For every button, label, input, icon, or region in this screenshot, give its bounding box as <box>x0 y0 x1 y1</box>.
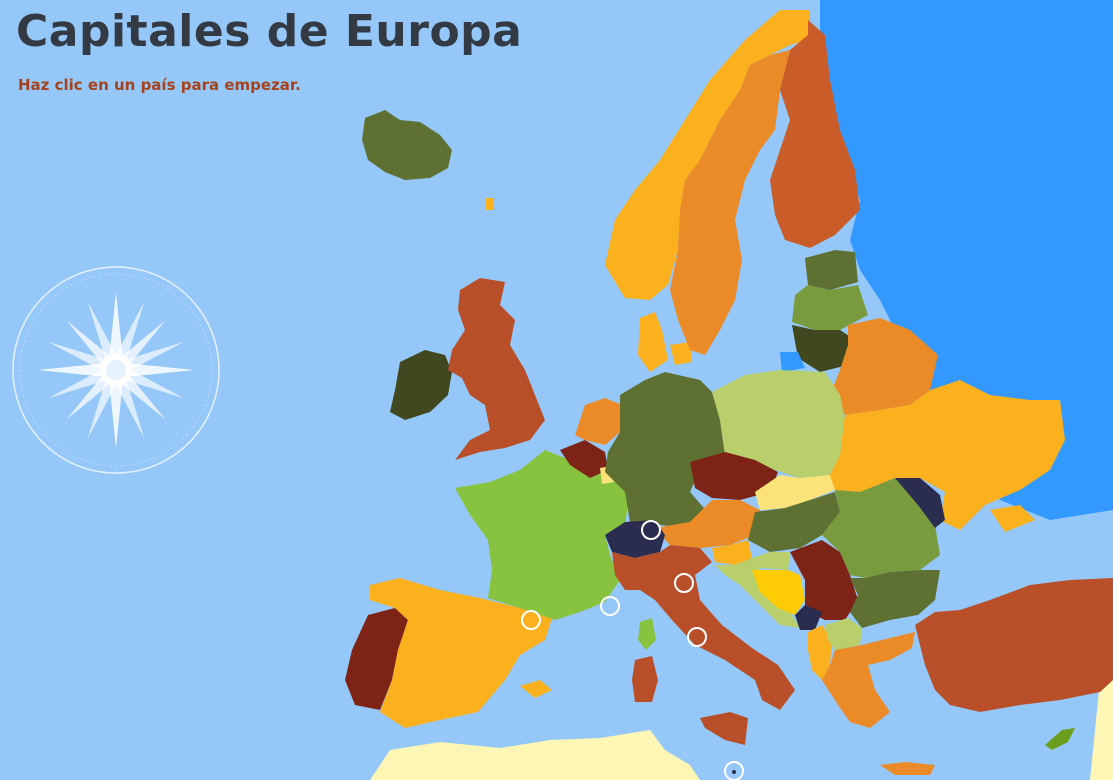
country-greece[interactable] <box>822 632 915 728</box>
country-albania[interactable] <box>808 625 832 680</box>
country-denmark[interactable] <box>638 312 668 372</box>
country-sardinia[interactable] <box>632 656 658 702</box>
country-iceland[interactable] <box>362 110 452 180</box>
microstate-marker-malta[interactable] <box>724 761 744 780</box>
country-slovakia[interactable] <box>755 475 835 510</box>
microstate-marker-monaco[interactable] <box>600 596 620 616</box>
country-sweden[interactable] <box>670 50 790 355</box>
country-balearic[interactable] <box>520 680 552 698</box>
country-moldova[interactable] <box>895 478 945 528</box>
country-montenegro[interactable] <box>795 605 822 630</box>
country-ukraine[interactable] <box>830 380 1065 530</box>
microstate-marker-liechtenstein[interactable] <box>641 520 661 540</box>
country-croatia[interactable] <box>715 552 800 628</box>
country-estonia[interactable] <box>805 250 858 290</box>
country-latvia[interactable] <box>792 285 868 330</box>
microstate-marker-andorra[interactable] <box>521 610 541 630</box>
country-bosnia[interactable] <box>752 570 805 615</box>
malta-island <box>732 770 736 774</box>
outer-sea-east <box>820 0 1113 520</box>
microstate-marker-vatican[interactable] <box>687 627 707 647</box>
country-france[interactable] <box>455 450 630 620</box>
country-romania[interactable] <box>822 478 940 578</box>
country-netherlands[interactable] <box>575 398 622 445</box>
country-faroe[interactable] <box>486 198 494 210</box>
country-spain[interactable] <box>370 578 552 728</box>
country-switzerland[interactable] <box>605 520 665 558</box>
country-serbia[interactable] <box>790 540 858 620</box>
country-bulgaria[interactable] <box>850 570 940 628</box>
country-portugal[interactable] <box>345 608 408 710</box>
country-turkey[interactable] <box>915 578 1113 712</box>
country-denmark-islands[interactable] <box>670 342 692 365</box>
compass-rose-icon <box>12 266 220 474</box>
country-ireland[interactable] <box>390 350 452 420</box>
country-norway[interactable] <box>605 10 810 300</box>
country-finland[interactable] <box>770 20 860 248</box>
page-title: Capitales de Europa <box>16 6 523 57</box>
country-united-kingdom[interactable] <box>448 278 545 460</box>
country-hungary[interactable] <box>748 492 840 552</box>
country-lithuania[interactable] <box>792 325 855 372</box>
north-africa <box>370 730 700 780</box>
country-ukraine-crimea[interactable] <box>990 505 1035 532</box>
country-corsica[interactable] <box>638 618 656 650</box>
country-crete[interactable] <box>880 762 935 775</box>
country-sicily[interactable] <box>700 712 748 745</box>
country-germany[interactable] <box>605 372 725 528</box>
country-italy[interactable] <box>612 545 795 710</box>
country-austria[interactable] <box>655 500 760 548</box>
country-belgium[interactable] <box>560 440 608 478</box>
country-poland[interactable] <box>712 370 845 478</box>
country-czech-republic[interactable] <box>690 452 778 500</box>
country-cyprus[interactable] <box>1045 728 1075 750</box>
country-slovenia[interactable] <box>712 540 752 565</box>
country-belarus[interactable] <box>830 318 938 415</box>
country-kaliningrad[interactable] <box>780 352 805 372</box>
middle-east-land <box>1090 680 1113 780</box>
instruction-text: Haz clic en un país para empezar. <box>18 76 301 94</box>
country-macedonia[interactable] <box>825 618 862 650</box>
microstate-marker-san-marino[interactable] <box>674 573 694 593</box>
